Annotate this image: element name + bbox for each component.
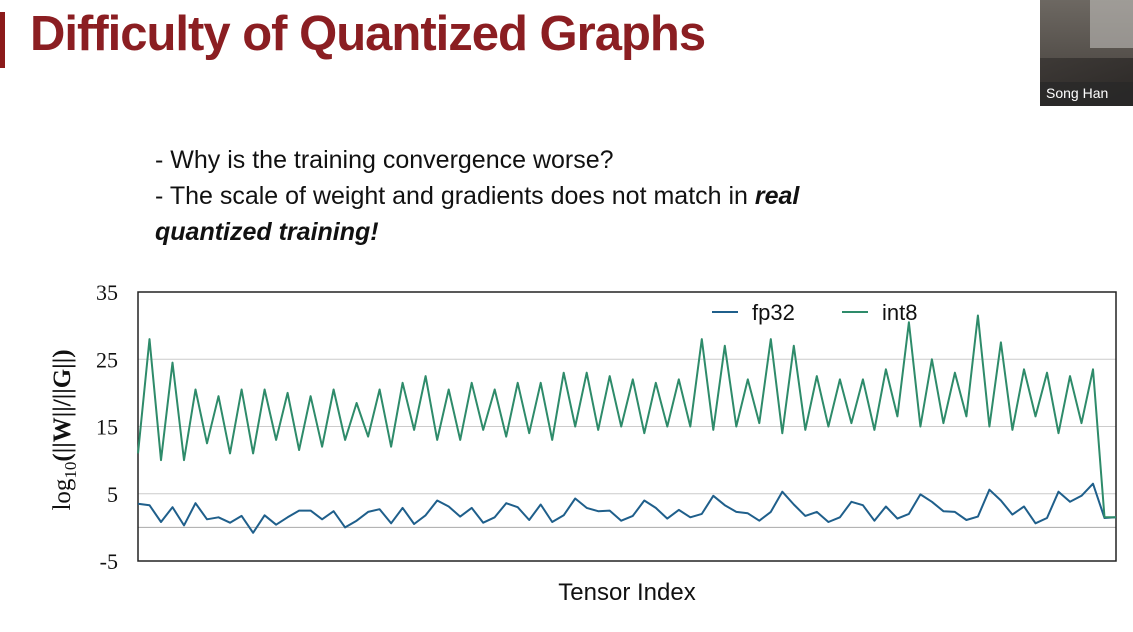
legend-label-fp32: fp32 <box>752 300 795 325</box>
legend-label-int8: int8 <box>882 300 917 325</box>
y-tick-label: 35 <box>96 280 118 305</box>
bullet-3-emphasis: quantized training! <box>155 218 379 246</box>
bullet-2-text: - The scale of weight and gradients does… <box>155 182 755 210</box>
bullet-list: - Why is the training convergence worse?… <box>155 142 1055 250</box>
chart-series <box>137 314 1117 534</box>
chart-grid <box>138 358 1116 528</box>
participant-video-tile[interactable]: Song Han <box>1040 0 1133 106</box>
y-tick-label: 5 <box>107 482 118 507</box>
y-axis-label-subscript: 10 <box>61 462 80 479</box>
participant-name: Song Han <box>1046 85 1109 101</box>
y-axis-ticks: 35 25 15 5 -5 <box>96 280 118 574</box>
y-tick-label: 15 <box>96 415 118 440</box>
y-axis-label-prefix: log <box>49 478 76 510</box>
series-line-fp32 <box>137 482 1117 534</box>
y-axis-label-rest: (||W||/||G||) <box>49 349 76 461</box>
participant-name-strip <box>1040 82 1133 106</box>
series-line-int8 <box>137 314 1116 519</box>
video-background-screen <box>1090 0 1133 48</box>
slide-title: Difficulty of Quantized Graphs <box>30 7 706 61</box>
x-axis-label: Tensor Index <box>558 579 695 606</box>
y-tick-label: -5 <box>100 549 118 574</box>
bullet-1: - Why is the training convergence worse? <box>155 146 614 174</box>
chart-legend: fp32 int8 <box>712 300 917 325</box>
bullet-2-emphasis: real <box>754 182 800 210</box>
title-accent-bar <box>0 12 5 68</box>
y-axis-label: log10(||W||/||G||) <box>49 349 80 510</box>
y-tick-label: 25 <box>96 347 118 372</box>
ratio-line-chart: 35 25 15 5 -5 fp32 int8 Tensor Index log10(||… <box>49 280 1117 606</box>
bullet-2: - The scale of weight and gradients does… <box>155 178 1055 214</box>
plot-area-frame <box>137 291 1117 562</box>
